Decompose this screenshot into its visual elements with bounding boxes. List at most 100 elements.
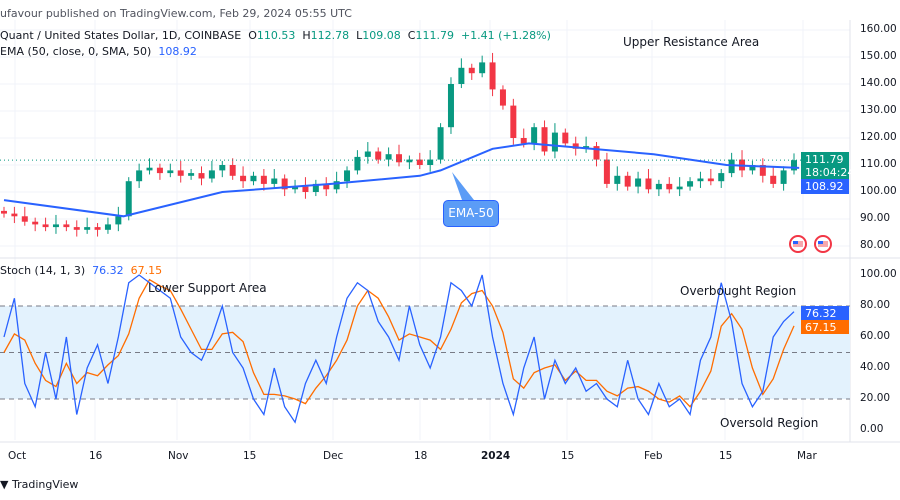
candle-body: [177, 170, 184, 176]
high-value: 112.78: [310, 29, 350, 42]
candle-body: [302, 186, 309, 192]
candle-body: [458, 67, 465, 84]
price-axis-label: 130.00: [860, 104, 897, 116]
candle-body: [541, 127, 548, 152]
last-price: 111.79: [805, 153, 844, 166]
price-axis-label: 80.00: [860, 239, 891, 251]
close-value: 111.79: [415, 29, 454, 42]
candle-body: [759, 165, 766, 176]
time-axis-label: 15: [719, 450, 733, 462]
oversold-annotation: Oversold Region: [720, 416, 819, 430]
candle-body: [333, 181, 340, 190]
stoch-axis-label: 20.00: [860, 392, 891, 404]
bar-countdown: 18:04:24: [805, 166, 855, 179]
stoch-k-value: 76.32: [92, 264, 124, 277]
stoch-axis-label: 40.00: [860, 361, 891, 373]
candle-body: [312, 183, 319, 192]
candle-body: [603, 159, 610, 184]
candle-body: [146, 167, 153, 171]
candle-body: [292, 186, 299, 190]
tradingview-logo[interactable]: ▼ TradingView: [0, 478, 78, 491]
candle-body: [115, 216, 122, 225]
ema-label: EMA (50, close, 0, SMA, 50): [0, 45, 152, 58]
candle-body: [780, 170, 787, 184]
stoch-d-badge: 67.15: [801, 320, 849, 334]
candle-body: [531, 127, 538, 144]
price-axis-label: 140.00: [860, 77, 897, 89]
candle-body: [1, 210, 7, 214]
candle-body: [11, 213, 18, 217]
price-axis-label: 110.00: [860, 158, 897, 170]
candle-body: [479, 62, 486, 74]
ema-badge: 108.92: [801, 179, 849, 194]
ema-legend[interactable]: EMA (50, close, 0, SMA, 50) 108.92: [0, 45, 197, 58]
candle-body: [749, 165, 756, 171]
candle-body: [510, 105, 517, 138]
candle-body: [125, 181, 132, 217]
time-axis-label: Mar: [797, 450, 817, 462]
open-label: O: [248, 29, 257, 42]
stoch-d-value: 67.15: [130, 264, 163, 277]
stoch-axis-label: 60.00: [860, 330, 891, 342]
candle-body: [208, 170, 215, 179]
stoch-d-line: [3, 278, 795, 408]
low-value: 109.08: [362, 29, 401, 42]
stoch-k-line: [3, 274, 795, 424]
price-axis-label: 160.00: [860, 23, 897, 35]
candle-body: [281, 178, 288, 190]
candle-body: [707, 178, 714, 182]
stoch-axis-label: 80.00: [860, 299, 891, 311]
candle-body: [240, 175, 247, 182]
candle-body: [188, 173, 195, 176]
candle-body: [364, 151, 371, 157]
candle-body: [104, 224, 111, 230]
candle-body: [156, 167, 163, 174]
candle-body: [676, 186, 683, 190]
high-label: H: [302, 29, 311, 42]
candle-body: [687, 181, 694, 187]
candle-body: [489, 62, 496, 90]
candle-body: [167, 170, 174, 174]
upper-resistance-annotation: Upper Resistance Area: [623, 35, 760, 49]
candle-body: [593, 146, 600, 160]
time-axis-label: 16: [89, 450, 103, 462]
candle-body: [73, 227, 80, 230]
candle-body: [697, 178, 704, 182]
overbought-annotation: Overbought Region: [680, 284, 797, 298]
candle-body: [655, 183, 662, 190]
time-axis-label: Oct: [8, 450, 27, 462]
candle-body: [354, 156, 361, 171]
ema-50-line: [3, 142, 800, 218]
us-flag-canton: [818, 241, 823, 244]
brand-name: TradingView: [11, 478, 79, 491]
candle-body: [728, 159, 735, 174]
last-price-badge: 111.79 18:04:24: [801, 152, 855, 179]
time-axis-label: 2024: [481, 450, 511, 462]
price-axis-label: 100.00: [860, 185, 897, 197]
candle-body: [229, 165, 236, 176]
time-axis-label: 18: [414, 450, 428, 462]
candle-body: [572, 143, 579, 149]
price-axis-label: 150.00: [860, 50, 897, 62]
candle-body: [42, 224, 49, 228]
low-label: L: [356, 29, 363, 42]
candle-body: [791, 160, 797, 171]
candle-body: [271, 178, 278, 184]
candle-body: [136, 170, 143, 182]
time-axis-label: Nov: [168, 450, 189, 462]
candle-body: [52, 224, 59, 228]
candle-body: [344, 170, 351, 182]
candle-body: [551, 132, 558, 152]
open-value: 110.53: [256, 29, 296, 42]
candle-body: [260, 175, 267, 184]
candle-body: [323, 183, 330, 190]
price-axis-label: 120.00: [860, 131, 897, 143]
published-line: ufavour published on TradingView.com, Fe…: [0, 7, 352, 20]
stoch-label: Stoch (14, 1, 3): [0, 264, 86, 277]
ema-value: 108.92: [158, 45, 197, 58]
stoch-legend[interactable]: Stoch (14, 1, 3) 76.32 67.15: [0, 264, 162, 277]
candle-body: [63, 224, 70, 228]
ema-50-callout: EMA-50: [443, 200, 499, 227]
symbol-legend: Quant / United States Dollar, 1D, COINBA…: [0, 29, 551, 42]
